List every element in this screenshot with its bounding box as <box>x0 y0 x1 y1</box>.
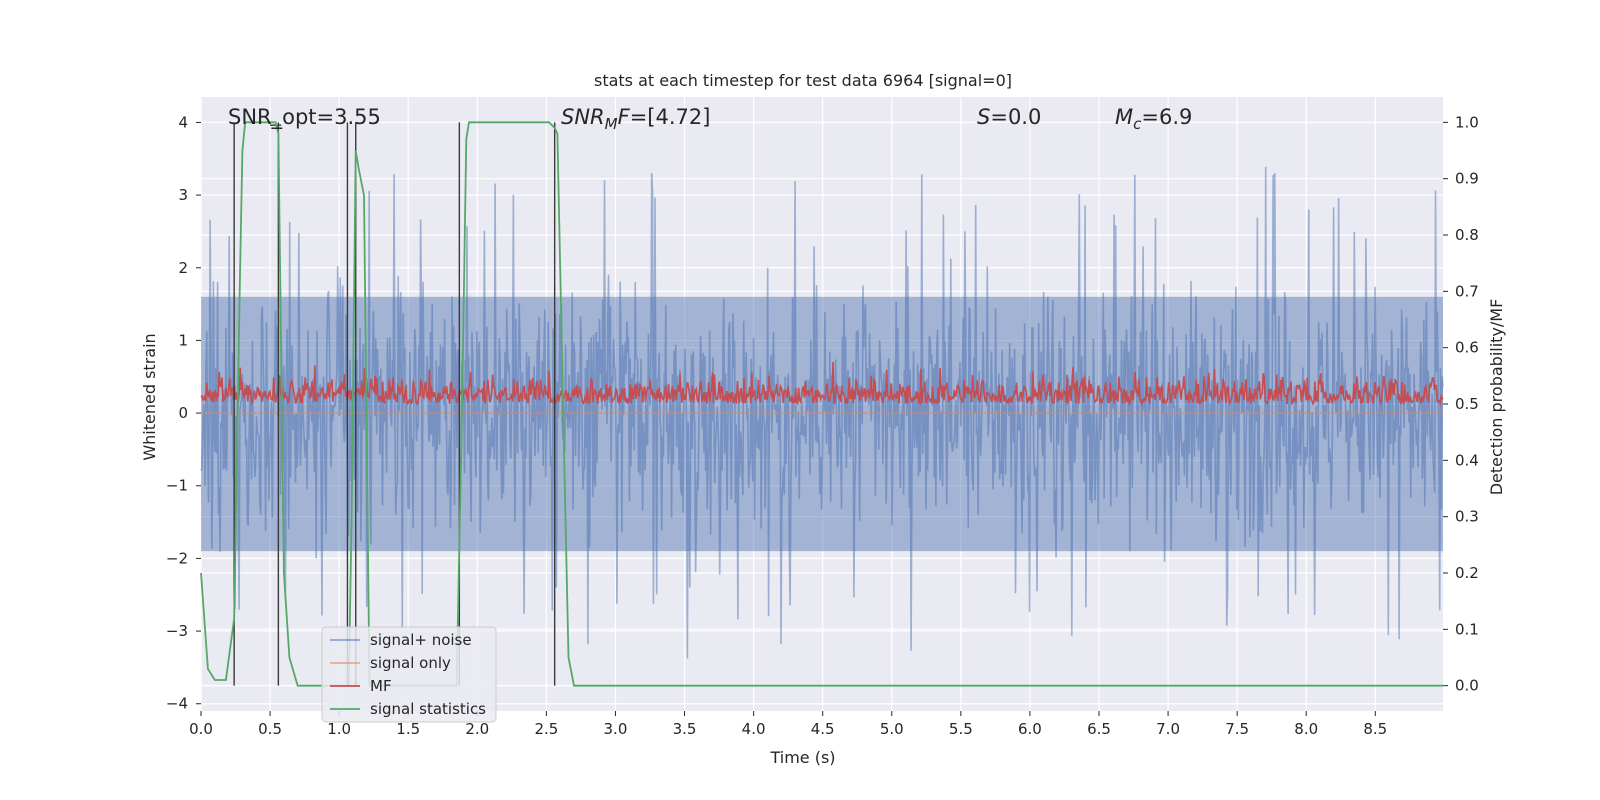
x-tick-label: 3.5 <box>673 720 697 738</box>
x-tick-label: 6.5 <box>1087 720 1111 738</box>
x-tick-label: 1.0 <box>327 720 351 738</box>
x-tick-label: 5.5 <box>949 720 973 738</box>
y-tick-label: 2 <box>178 259 188 277</box>
signal-statistics-line <box>200 121 1443 687</box>
x-tick-label: 1.5 <box>396 720 420 738</box>
legend-label: MF <box>370 677 392 695</box>
signal-noise-band <box>201 296 1443 552</box>
x-tick-label: 6.0 <box>1018 720 1042 738</box>
legend: signal+ noise signal only MF signal statist… <box>321 626 497 723</box>
x-axis-label: Time (s) <box>769 748 835 767</box>
x-tick-label: 7.5 <box>1225 720 1249 738</box>
mf-line <box>200 361 1444 407</box>
annotation-snr-opt: SNR_opt=3.55 <box>228 105 381 130</box>
y-tick-label: 1 <box>178 331 188 349</box>
right-y-tick-label: 0.2 <box>1455 564 1479 582</box>
annotation-snr-mf: SNRMF=[4.72] <box>561 105 710 133</box>
right-y-tick-label: 0.1 <box>1455 620 1479 638</box>
legend-box <box>321 626 497 723</box>
right-y-tick-label: 0.4 <box>1455 451 1479 469</box>
right-y-tick-label: 0.5 <box>1455 395 1479 413</box>
y-axis-label: Whitened strain <box>140 333 159 460</box>
right-y-tick-label: 0.0 <box>1455 677 1479 695</box>
x-tick-label: 4.0 <box>742 720 766 738</box>
x-tick-label: 8.5 <box>1363 720 1387 738</box>
signal-noise-line <box>200 166 1444 659</box>
y-tick-label: 3 <box>178 186 188 204</box>
right-y-tick-label: 0.8 <box>1455 226 1479 244</box>
x-tick-label: 2.0 <box>465 720 489 738</box>
right-y-tick-label: 0.7 <box>1455 282 1479 300</box>
y-tick-label: 4 <box>178 113 188 131</box>
axes: 0.0 0.5 1.0 1.5 2.0 2.5 3.0 3.5 4.0 4.5 5.0 5.5 6.0 6… <box>166 113 1479 738</box>
x-tick-label: 2.5 <box>534 720 558 738</box>
annotation-mc-value: Mc=6.9 <box>1115 105 1192 133</box>
annotations: SNR_opt=3.55 SNRMF=[4.72] S=0.0 Mc=6.9 <box>228 105 1192 133</box>
right-y-tick-label: 1.0 <box>1455 113 1479 131</box>
y-tick-label: −1 <box>166 477 188 495</box>
x-tick-label: 4.5 <box>811 720 835 738</box>
right-y-axis-label: Detection probability/MF <box>1487 299 1506 496</box>
x-tick-label: 7.0 <box>1156 720 1180 738</box>
x-tick-label: 5.0 <box>880 720 904 738</box>
right-y-tick-label: 0.3 <box>1455 508 1479 526</box>
y-tick-label: −4 <box>166 695 188 713</box>
x-tick-label: 0.0 <box>189 720 213 738</box>
x-tick-label: 8.0 <box>1294 720 1318 738</box>
right-y-tick-label: 0.9 <box>1455 170 1479 188</box>
annotation-s-value: S=0.0 <box>977 105 1041 129</box>
x-tick-label: 3.0 <box>604 720 628 738</box>
y-tick-label: 0 <box>178 404 188 422</box>
x-tick-label: 0.5 <box>258 720 282 738</box>
legend-label: signal+ noise <box>370 631 472 649</box>
y-tick-label: −3 <box>166 622 188 640</box>
series-layer <box>200 121 1444 687</box>
legend-label: signal only <box>370 654 451 672</box>
y-tick-label: −2 <box>166 549 188 567</box>
right-y-tick-label: 0.6 <box>1455 339 1479 357</box>
legend-label: signal statistics <box>370 700 486 718</box>
chart-title: stats at each timestep for test data 696… <box>594 71 1012 90</box>
